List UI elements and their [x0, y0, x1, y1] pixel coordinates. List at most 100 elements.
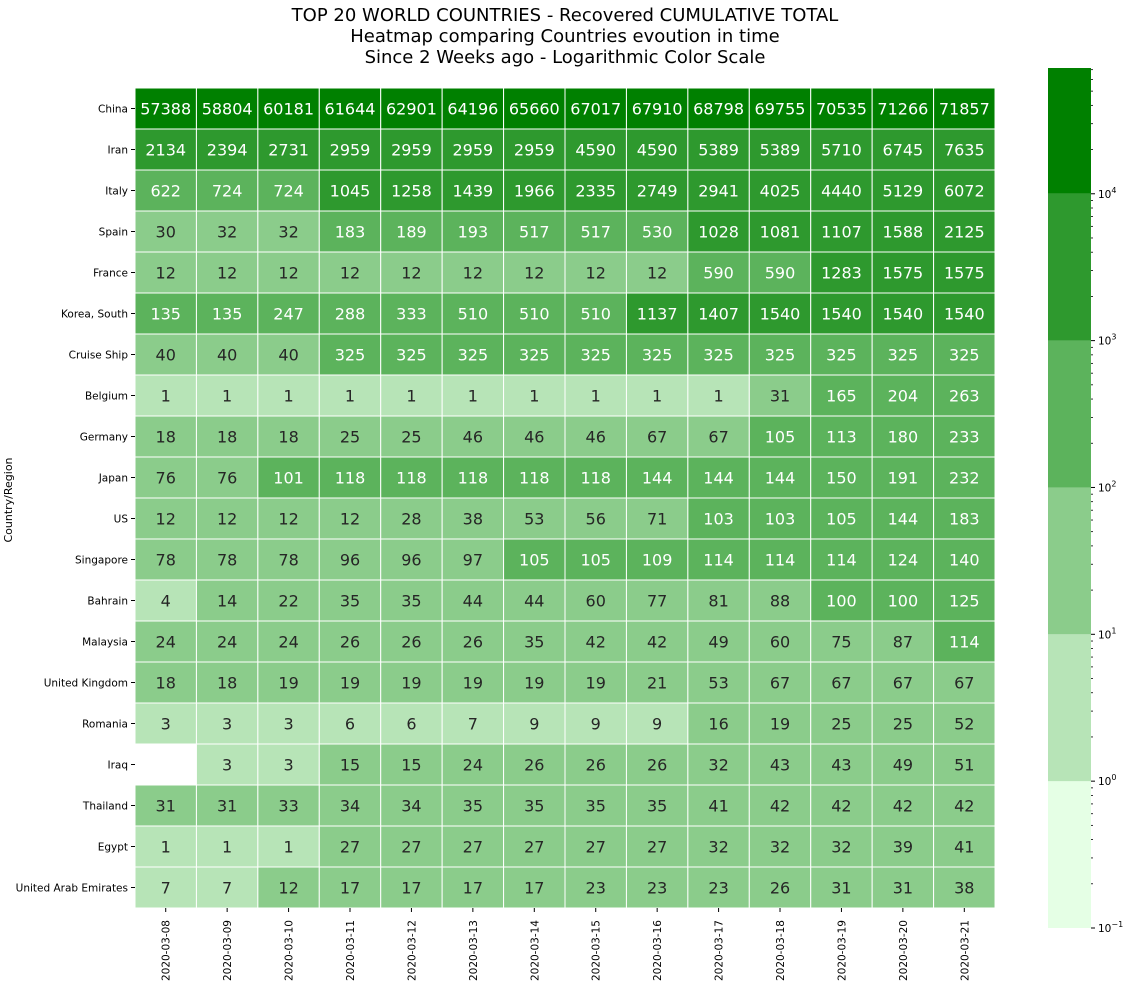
heatmap-cell: [810, 661, 873, 704]
cell-value-label: 9: [529, 715, 539, 734]
heatmap-cell: [257, 784, 320, 827]
heatmap-cell: [134, 374, 197, 417]
cell-value-label: 26: [647, 756, 667, 775]
cell-value-label: 325: [888, 346, 919, 365]
heatmap-cell: [380, 333, 443, 376]
cell-value-label: 60181: [263, 100, 314, 119]
cell-value-label: 183: [949, 510, 980, 529]
cell-value-label: 204: [888, 387, 919, 406]
heatmap-cell: [871, 702, 935, 745]
heatmap-cell: [687, 251, 750, 294]
cell-value-label: 24: [463, 756, 483, 775]
heatmap-cell: [871, 169, 935, 212]
heatmap-cell: [441, 456, 505, 499]
heatmap-cell: [871, 374, 935, 417]
cell-value-label: 140: [949, 551, 980, 570]
cell-value-label: 87: [893, 633, 913, 652]
cell-value-label: 103: [703, 510, 734, 529]
y-tick-label: China: [98, 104, 128, 116]
heatmap-cell: [257, 87, 320, 130]
cell-value-label: 81: [708, 592, 728, 611]
heatmap-cell: [441, 333, 505, 376]
heatmap-cell: [810, 128, 873, 171]
cell-value-label: 4025: [760, 182, 801, 201]
heatmap-cell: [748, 128, 812, 171]
heatmap-cell: [625, 497, 689, 540]
heatmap-cell: [441, 743, 505, 786]
cell-value-label: 24: [278, 633, 298, 652]
cell-value-label: 3: [222, 715, 232, 734]
cell-value-label: 23: [586, 879, 606, 898]
heatmap-cell: [871, 415, 935, 458]
y-tick-label: Cruise Ship: [69, 350, 129, 362]
cell-value-label: 40: [278, 346, 298, 365]
cell-value-label: 31: [893, 879, 913, 898]
y-tick-label: France: [93, 268, 128, 280]
cell-value-label: 144: [765, 469, 796, 488]
cell-value-label: 325: [949, 346, 980, 365]
heatmap-cell: [810, 620, 873, 663]
heatmap-cell: [687, 620, 750, 663]
cell-value-label: 124: [888, 551, 919, 570]
cell-value-label: 35: [524, 633, 544, 652]
cell-value-label: 67: [954, 674, 974, 693]
heatmap-cell: [257, 538, 320, 581]
cell-value-label: 64196: [447, 100, 498, 119]
cell-value-label: 7635: [944, 141, 985, 160]
cell-value-label: 39: [893, 838, 913, 857]
heatmap-cell: [441, 702, 505, 745]
cell-value-label: 530: [642, 223, 673, 242]
y-tick-label: Romania: [82, 719, 128, 731]
cell-value-label: 19: [278, 674, 298, 693]
cell-value-label: 1588: [883, 223, 924, 242]
heatmap-cell: [625, 866, 689, 909]
heatmap-cell: [380, 128, 443, 171]
x-tick-label: 2020-03-13: [468, 920, 480, 981]
cell-value-label: 18: [156, 674, 176, 693]
cell-value-label: 24: [217, 633, 237, 652]
cell-value-label: 150: [826, 469, 857, 488]
cell-value-label: 590: [703, 264, 734, 283]
cell-value-label: 27: [647, 838, 667, 857]
cell-value-label: 517: [519, 223, 550, 242]
cell-value-label: 71857: [939, 100, 990, 119]
cell-value-label: 1575: [883, 264, 924, 283]
heatmap-cell: [195, 661, 259, 704]
cell-value-label: 4590: [575, 141, 616, 160]
heatmap-cell: [380, 497, 443, 540]
heatmap-cell: [871, 251, 935, 294]
cell-value-label: 18: [156, 428, 176, 447]
heatmap-cell: [503, 497, 566, 540]
colorbar: 10−1 100 101 102 103 104: [1048, 68, 1123, 935]
heatmap-cell: [318, 497, 382, 540]
cell-value-label: 41: [954, 838, 974, 857]
x-tick-label: 2020-03-17: [714, 920, 726, 981]
heatmap-cell: [380, 87, 443, 130]
cell-value-label: 35: [340, 592, 360, 611]
cell-value-label: 6745: [883, 141, 924, 160]
cell-value-label: 49: [893, 756, 913, 775]
cell-value-label: 135: [212, 305, 243, 324]
heatmap-cell: [318, 620, 382, 663]
colorbar-tick-label: 101: [1098, 626, 1116, 641]
cell-value-label: 25: [401, 428, 421, 447]
heatmap-cell: [441, 825, 505, 868]
cell-value-label: 1081: [760, 223, 801, 242]
cell-value-label: 9: [591, 715, 601, 734]
x-tick-label: 2020-03-18: [775, 920, 787, 981]
cell-value-label: 2959: [391, 141, 432, 160]
cell-value-label: 35: [463, 797, 483, 816]
heatmap-cell: [257, 415, 320, 458]
heatmap-cell: [564, 374, 627, 417]
heatmap-cell: [380, 456, 443, 499]
cell-value-label: 1540: [760, 305, 801, 324]
heatmap-cell: [503, 128, 566, 171]
heatmap-cell: [380, 538, 443, 581]
heatmap-cell: [933, 128, 996, 171]
cell-value-label: 12: [156, 264, 176, 283]
heatmap-cell: [810, 333, 873, 376]
cell-value-label: 26: [340, 633, 360, 652]
heatmap-cell: [195, 415, 259, 458]
cell-value-label: 12: [278, 264, 298, 283]
